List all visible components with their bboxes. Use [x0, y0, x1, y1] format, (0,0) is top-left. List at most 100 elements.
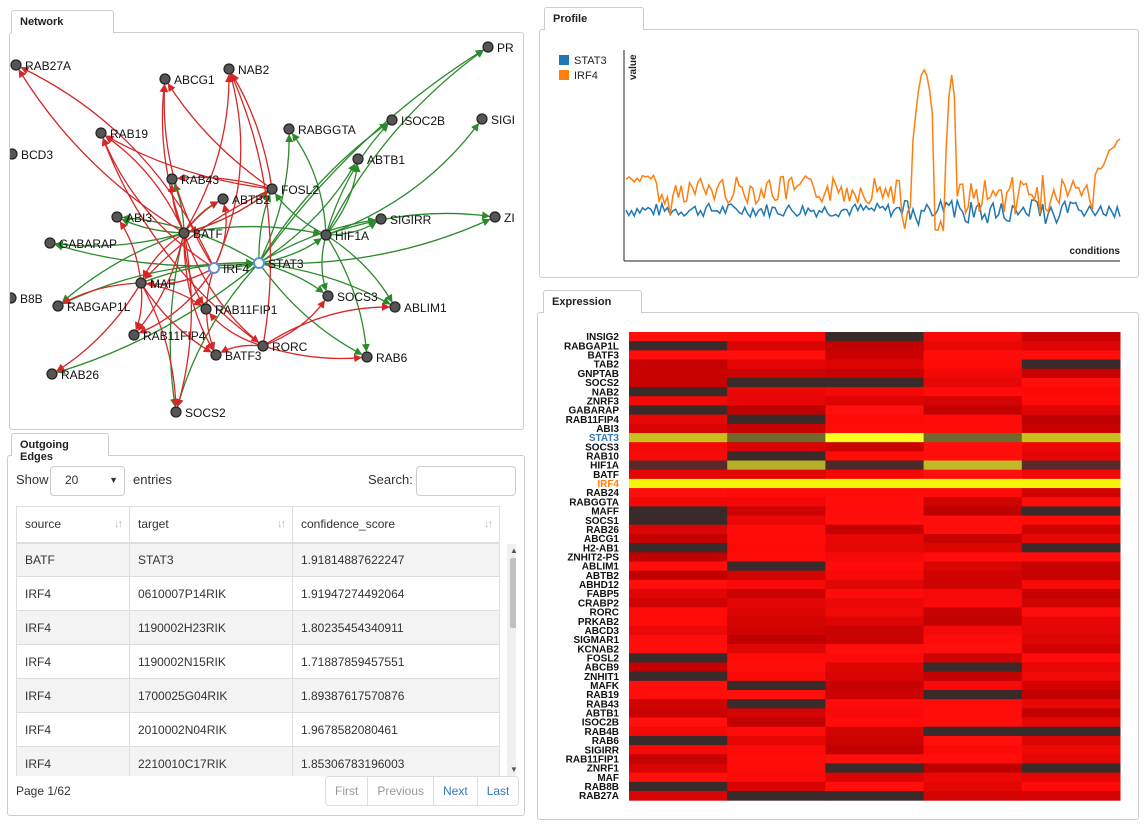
- tab-profile[interactable]: Profile: [544, 7, 644, 30]
- heatmap-cell: [1021, 644, 1121, 654]
- network-node-rab11fip4[interactable]: [128, 329, 140, 341]
- network-node-abtb2[interactable]: [217, 193, 229, 205]
- network-node-isoc2b[interactable]: [386, 114, 398, 126]
- table-row[interactable]: IRF4 2010002N04RIK 1.9678582080461: [16, 712, 500, 747]
- table-row[interactable]: IRF4 2210010C17RIK 1.85306783196003: [16, 746, 500, 776]
- heatmap-cell: [825, 350, 925, 361]
- network-node-b8b[interactable]: [10, 292, 17, 304]
- column-header-target[interactable]: target ↓↑: [129, 506, 293, 544]
- heatmap-cell: [727, 589, 826, 599]
- network-node-socs2[interactable]: [170, 406, 182, 418]
- table-row[interactable]: BATF STAT3 1.91814887622247: [16, 542, 500, 577]
- table-row[interactable]: IRF4 0610007P14RIK 1.91947274492064: [16, 576, 500, 611]
- network-graph[interactable]: RAB27A ABCG1 NAB2 PR RAB19 RABGGTA ISOC2B SIGI B…: [10, 33, 524, 430]
- network-node-rab27a[interactable]: [10, 59, 22, 71]
- heatmap-cell: [629, 350, 728, 361]
- heatmap-row-label: RABGAP1L: [564, 341, 619, 352]
- network-node-bcd3[interactable]: [10, 148, 18, 160]
- first-page-button[interactable]: First: [335, 784, 359, 798]
- tab-expression[interactable]: Expression: [543, 290, 642, 313]
- network-edge: [145, 267, 215, 289]
- heatmap-cell: [1021, 350, 1121, 361]
- scroll-up-icon[interactable]: ▲: [510, 546, 516, 555]
- network-edge: [258, 49, 484, 264]
- search-input[interactable]: [416, 466, 516, 496]
- heatmap-cell: [727, 616, 826, 627]
- tab-outgoing-edges[interactable]: Outgoing Edges: [11, 433, 109, 463]
- network-edge: [119, 221, 142, 284]
- network-node-sigi[interactable]: [476, 113, 488, 125]
- network-edge: [188, 188, 273, 234]
- heatmap-row-label: H2-AB1: [583, 543, 620, 554]
- last-page-button[interactable]: Last: [476, 777, 519, 805]
- network-node-rabggta[interactable]: [283, 123, 295, 135]
- heatmap-cell: [923, 745, 1023, 755]
- legend-swatch-irf4: [559, 70, 569, 80]
- heatmap-cell: [1021, 478, 1121, 489]
- heatmap-cell: [727, 754, 826, 764]
- heatmap-cell: [923, 680, 1023, 691]
- heatmap-row-label: ZNRF3: [587, 396, 620, 407]
- heatmap-cell: [1021, 726, 1121, 737]
- network-edge: [105, 135, 273, 190]
- network-node-batf[interactable]: [178, 227, 190, 239]
- network-node-socs3[interactable]: [322, 290, 334, 302]
- heatmap-row-label: RAB43: [586, 699, 619, 710]
- network-node-maf[interactable]: [135, 277, 147, 289]
- column-header-source[interactable]: source ↓↑: [16, 506, 130, 544]
- heatmap-cell: [629, 644, 728, 654]
- network-node-sigirr[interactable]: [375, 213, 387, 225]
- entries-label: entries: [133, 472, 173, 487]
- network-node-batf3[interactable]: [210, 349, 222, 361]
- heatmap-cell: [727, 671, 826, 682]
- heatmap-cell: [825, 377, 925, 388]
- cell-target: 2210010C17RIK: [129, 746, 293, 776]
- heatmap-row-label: RORC: [590, 608, 619, 619]
- heatmap-row-label: SOCS2: [585, 378, 619, 389]
- table-row[interactable]: IRF4 1700025G04RIK 1.89387617570876: [16, 678, 500, 713]
- network-node-fosl2[interactable]: [266, 183, 278, 195]
- network-node-nab2[interactable]: [223, 63, 235, 75]
- column-header-label: target: [138, 517, 169, 532]
- heatmap-cell: [825, 396, 925, 406]
- page-size-select[interactable]: 20 ▼: [50, 466, 125, 496]
- network-node-abcg1[interactable]: [159, 73, 171, 85]
- tab-network[interactable]: Network: [11, 10, 114, 33]
- network-node-irf4[interactable]: [208, 262, 220, 274]
- network-node-rab11fip1[interactable]: [200, 303, 212, 315]
- network-edge: [18, 69, 185, 234]
- column-header-confidence-score[interactable]: confidence_score ↓↑: [292, 506, 500, 544]
- network-node-ablim1[interactable]: [389, 301, 401, 313]
- heatmap-cell: [1021, 708, 1121, 719]
- pagination: First Previous Next Last: [325, 776, 520, 806]
- network-node-stat3[interactable]: [253, 257, 265, 269]
- previous-page-button[interactable]: Previous: [367, 777, 433, 805]
- network-node-zi[interactable]: [489, 211, 501, 223]
- table-scrollbar[interactable]: ▲ ▼: [507, 544, 516, 776]
- scrollbar-thumb[interactable]: [510, 558, 516, 628]
- network-node-rab26[interactable]: [46, 368, 58, 380]
- heatmap-cell: [825, 387, 925, 397]
- scroll-down-icon[interactable]: ▼: [510, 765, 516, 774]
- network-node-rab6[interactable]: [361, 351, 373, 363]
- heatmap-cell: [825, 772, 925, 783]
- heatmap-cell: [727, 680, 826, 691]
- network-node-label: RAB26: [61, 368, 99, 382]
- network-node-gabarap[interactable]: [44, 237, 56, 249]
- network-node-hif1a[interactable]: [320, 229, 332, 241]
- table-row[interactable]: IRF4 1190002N15RIK 1.71887859457551: [16, 644, 500, 679]
- network-node-abtb1[interactable]: [352, 153, 364, 165]
- heatmap-cell: [1021, 552, 1121, 562]
- network-node-rabgap1l[interactable]: [52, 300, 64, 312]
- cell-target: 0610007P14RIK: [129, 576, 293, 611]
- table-row[interactable]: IRF4 1190002H23RIK 1.80235454340911: [16, 610, 500, 645]
- network-node-abi3[interactable]: [111, 211, 123, 223]
- heatmap-cell: [1021, 763, 1121, 774]
- network-node-pr[interactable]: [482, 41, 494, 53]
- network-node-rorc[interactable]: [257, 340, 269, 352]
- network-node-rab19[interactable]: [95, 127, 107, 139]
- network-node-rab43[interactable]: [166, 173, 178, 185]
- next-page-button[interactable]: Next: [433, 777, 477, 805]
- heatmap-cell: [1021, 625, 1121, 636]
- heatmap-row-label: SIGIRR: [585, 745, 620, 756]
